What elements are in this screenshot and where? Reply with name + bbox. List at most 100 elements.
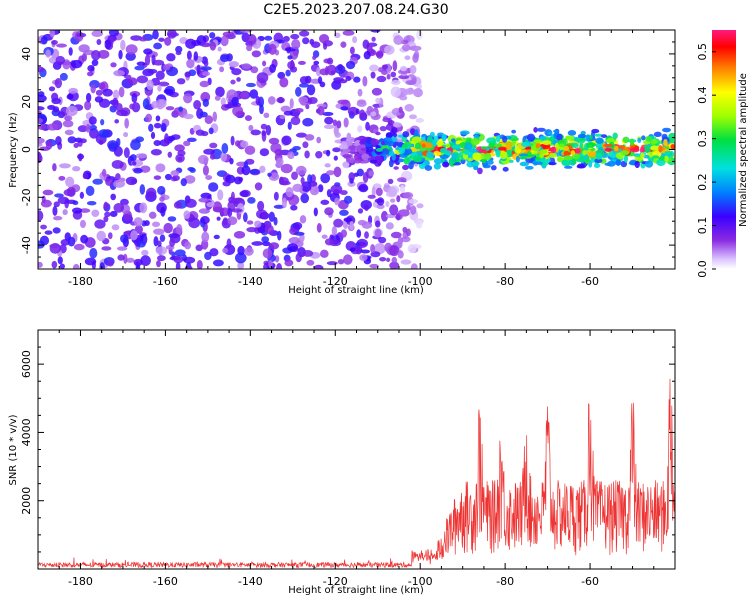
heatmap-cell [409, 205, 417, 215]
heatmap-cell [257, 200, 265, 212]
heatmap-cell [206, 202, 215, 208]
heatmap-cell [222, 217, 229, 226]
heatmap-cell [79, 191, 85, 199]
heatmap-cell [497, 146, 507, 151]
heatmap-cell [130, 230, 138, 241]
heatmap-cell [291, 39, 301, 50]
heatmap-cell [287, 243, 298, 252]
heatmap-cell [472, 160, 480, 167]
heatmap-cell [394, 141, 399, 146]
heatmap-cell [405, 80, 417, 86]
heatmap-cell [220, 35, 229, 47]
heatmap-cell [364, 204, 369, 211]
heatmap-cell [152, 30, 159, 40]
heatmap-cell [406, 228, 411, 237]
heatmap-cell [520, 155, 528, 160]
heatmap-cell [91, 50, 101, 61]
heatmap-cell [521, 141, 531, 148]
heatmap-cell [433, 158, 443, 165]
heatmap-cell [167, 216, 177, 222]
heatmap-cell [615, 159, 622, 166]
heatmap-cell [376, 75, 387, 83]
heatmap-cell [593, 163, 601, 169]
heatmap-cell [448, 158, 456, 165]
heatmap-cell [110, 193, 117, 201]
heatmap-cell [334, 131, 341, 138]
heatmap-cell [371, 36, 376, 42]
heatmap-cell [178, 106, 183, 112]
heatmap-cell [337, 64, 344, 71]
heatmap-cell [98, 129, 110, 138]
x-tick-label: -140 [238, 275, 263, 288]
heatmap-cell [459, 130, 470, 135]
heatmap-cell [369, 64, 379, 72]
heatmap-cell [409, 64, 417, 75]
heatmap-cell [52, 163, 57, 172]
heatmap-cell [465, 137, 472, 141]
heatmap-cell [302, 117, 314, 127]
heatmap-cell [215, 86, 225, 98]
heatmap-cell [246, 34, 257, 46]
heatmap-cell [157, 255, 166, 262]
heatmap-cell [66, 93, 74, 100]
heatmap-cell [629, 138, 635, 146]
heatmap-cell [84, 100, 92, 111]
heatmap-cell [357, 125, 363, 133]
heatmap-cell [334, 197, 340, 206]
heatmap-cell [352, 36, 358, 44]
heatmap-cell [408, 199, 419, 204]
heatmap-cell [148, 211, 157, 219]
heatmap-cell [186, 50, 192, 61]
heatmap-cell [140, 255, 151, 267]
heatmap-cell [652, 155, 660, 159]
heatmap-cell [229, 157, 234, 165]
heatmap-cell [439, 154, 449, 160]
heatmap-cell [384, 45, 395, 55]
heatmap-cell [79, 219, 86, 229]
x-tick-label: -80 [496, 275, 514, 288]
heatmap-cell [364, 231, 369, 239]
heatmap-cell [396, 195, 401, 203]
heatmap-cell [389, 261, 400, 269]
heatmap-cell [295, 132, 308, 138]
heatmap-cell [548, 152, 558, 158]
heatmap-cell [214, 95, 221, 101]
heatmap-cell [196, 259, 203, 269]
heatmap-cell [367, 194, 376, 199]
heatmap-cell [175, 261, 181, 269]
heatmap-cell [38, 124, 47, 130]
heatmap-cell [186, 59, 195, 69]
heatmap-cell [64, 129, 74, 136]
heatmap-cell [315, 66, 321, 77]
heatmap-cell [231, 68, 242, 76]
heatmap-cell [354, 159, 362, 164]
heatmap-cell [241, 165, 251, 176]
heatmap-cell [357, 219, 367, 226]
heatmap-cell [38, 118, 44, 124]
x-tick-label: -180 [68, 575, 93, 588]
heatmap-cell [85, 92, 92, 103]
heatmap-cell [288, 200, 295, 206]
heatmap-cell [183, 93, 193, 104]
heatmap-cell [185, 198, 197, 208]
heatmap-cell [445, 143, 451, 149]
heatmap-cell [398, 106, 403, 114]
heatmap-cell [96, 39, 102, 46]
heatmap-cell [184, 71, 191, 78]
heatmap-cell [379, 256, 387, 262]
heatmap-cell [320, 173, 331, 184]
heatmap-cell [233, 231, 246, 239]
heatmap-cell [150, 131, 156, 140]
heatmap-cell [268, 211, 275, 222]
heatmap-cell [397, 209, 410, 217]
heatmap-cell [49, 30, 56, 38]
heatmap-cell [142, 98, 150, 110]
heatmap-cell [316, 223, 322, 233]
heatmap-cell [136, 61, 146, 66]
heatmap-cell [338, 79, 348, 84]
heatmap-cell [109, 210, 118, 218]
heatmap-cell [304, 150, 310, 159]
heatmap-cell [304, 134, 315, 141]
heatmap-cell [193, 51, 199, 62]
heatmap-cell [342, 154, 353, 159]
